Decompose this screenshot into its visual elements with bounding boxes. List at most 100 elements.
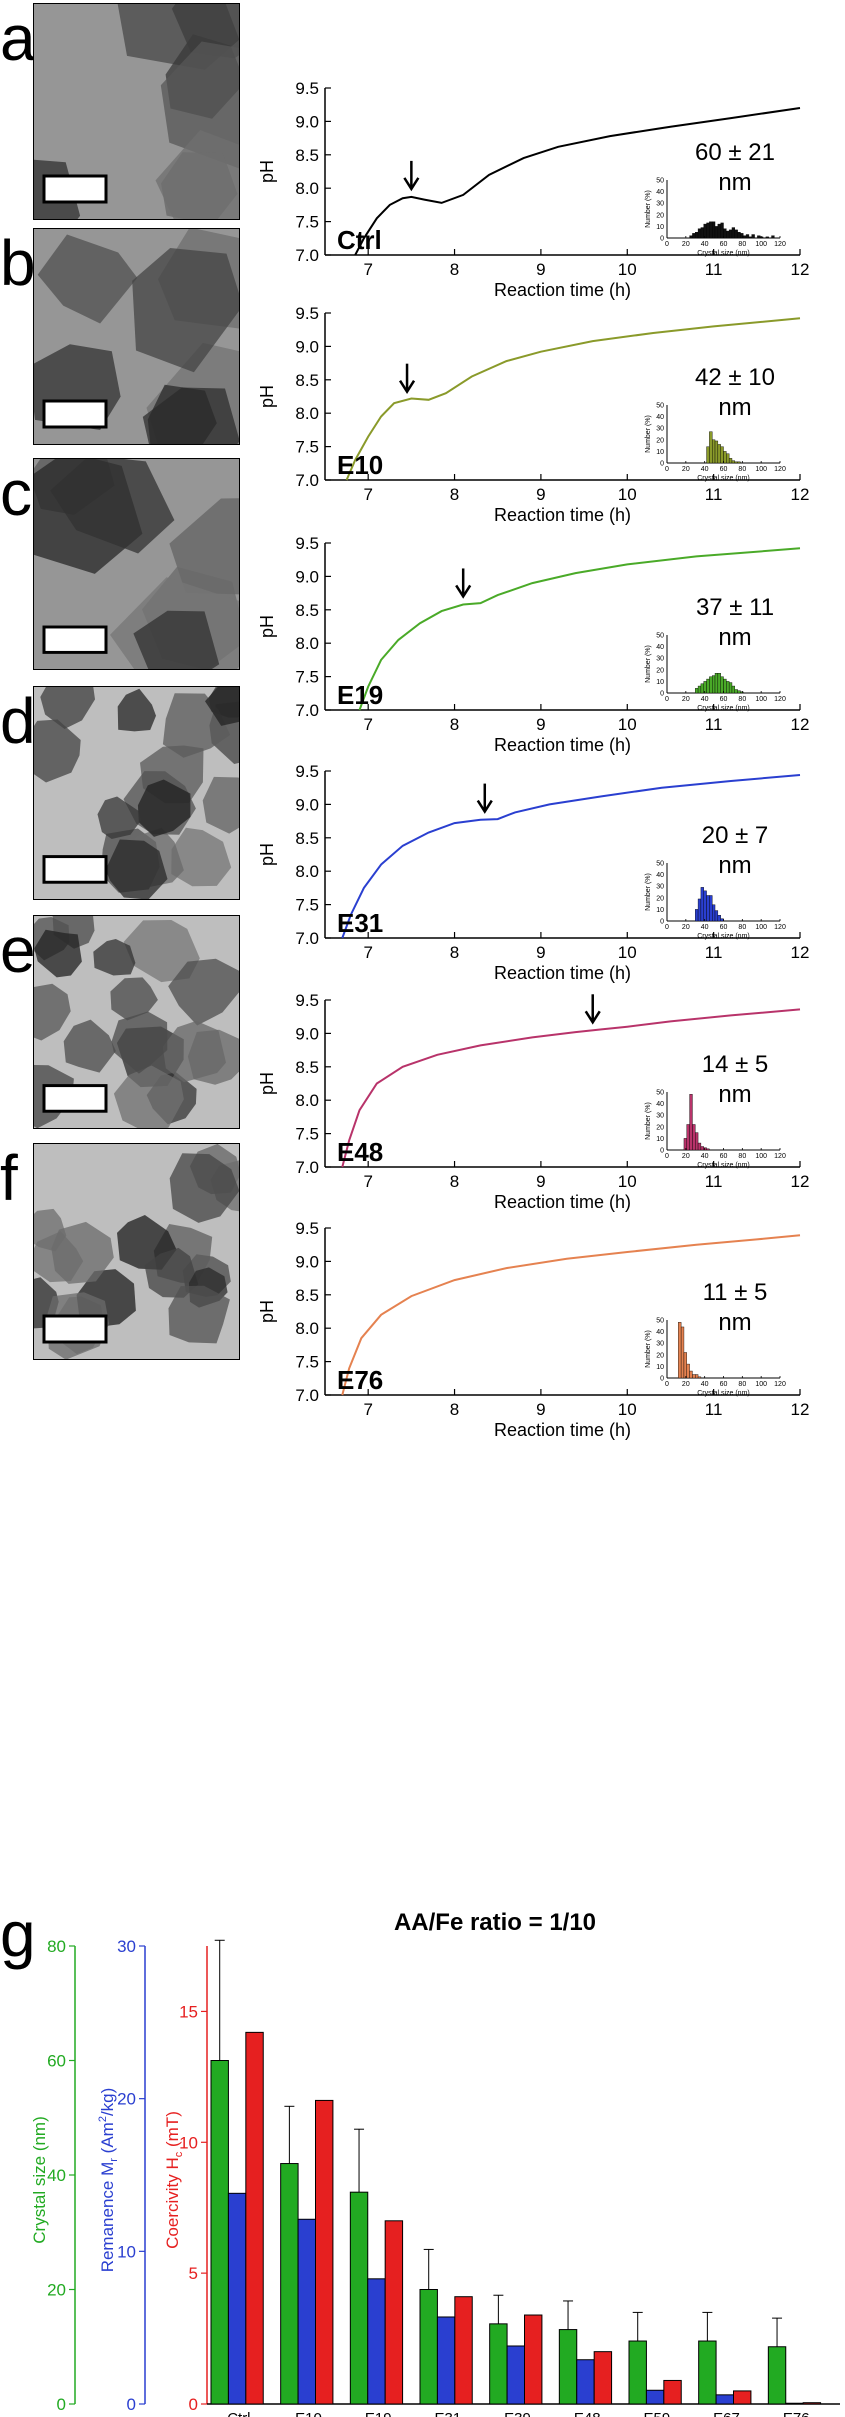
- inset-y-tick-label: 0: [660, 461, 664, 468]
- scale-bar: [42, 625, 108, 654]
- inset-x-tick-label: 80: [738, 1381, 746, 1388]
- tem-particle: [133, 610, 220, 669]
- y-tick-label: 9.0: [295, 795, 319, 814]
- arrow-head: [584, 1010, 601, 1025]
- size-value: 11 ± 5: [703, 1279, 768, 1306]
- sample-label: E19: [337, 680, 383, 710]
- inset-x-tick-label: 120: [774, 924, 786, 931]
- ph-curve: [345, 317, 801, 481]
- tem-particle: [132, 248, 239, 373]
- inset-x-title: Crystal size (nm): [697, 250, 750, 257]
- panel-letter: b: [0, 227, 36, 299]
- inset-x-tick-label: 0: [665, 466, 669, 473]
- x-tick-label: 12: [791, 1400, 810, 1419]
- tem-image: [34, 1144, 239, 1359]
- y-tick-label: 7.0: [295, 929, 319, 948]
- inset-x-tick-label: 20: [682, 924, 690, 931]
- tem-particle: [93, 938, 136, 976]
- bar: [227, 2192, 247, 2405]
- hist-bar: [689, 1094, 693, 1151]
- size-unit: nm: [718, 852, 751, 879]
- bar: [715, 2394, 734, 2405]
- inset-x-tick-label: 120: [774, 466, 786, 473]
- inset-y-tick-label: 40: [656, 1101, 664, 1108]
- title-part: (Am: [98, 2122, 117, 2158]
- y-axis-title: pH: [257, 615, 277, 638]
- tem-particle: [40, 687, 95, 730]
- tem-particle: [97, 796, 141, 840]
- inset-x-title: Crystal size (nm): [697, 475, 750, 482]
- inset-y-tick-label: 40: [656, 872, 664, 879]
- bar-chart-title: AA/Fe ratio = 1/10: [394, 1909, 596, 1936]
- tem-particle: [171, 827, 232, 887]
- tem-particle: [168, 958, 239, 1026]
- inset-y-tick-label: 40: [656, 644, 664, 651]
- inset-y-tick-label: 10: [656, 1364, 664, 1371]
- bar: [593, 2351, 613, 2405]
- inset-x-tick-label: 20: [682, 1153, 690, 1160]
- bar: [384, 2220, 404, 2405]
- inset-x-tick-label: 0: [665, 1381, 669, 1388]
- x-tick-label: 12: [791, 943, 810, 962]
- bar: [802, 2402, 822, 2405]
- bar: [558, 2329, 578, 2405]
- inset-y-tick-label: 30: [656, 1113, 664, 1120]
- inset-y-tick-label: 20: [656, 895, 664, 902]
- inset-x-tick-label: 100: [755, 696, 767, 703]
- x-axis-title: Reaction time (h): [494, 1192, 631, 1212]
- y-tick-label: 8.0: [295, 179, 319, 198]
- y-tick-label: 8.5: [295, 146, 319, 165]
- y-axis-title: pH: [257, 1072, 277, 1095]
- bar: [280, 2163, 299, 2405]
- bar-y-tick-label: 0: [57, 2395, 66, 2414]
- tem-particle: [110, 977, 158, 1021]
- y-axis-title: pH: [257, 160, 277, 183]
- bar-y-tick-label: 20: [47, 2281, 66, 2300]
- hist-bar: [717, 914, 721, 922]
- y-tick-label: 7.5: [295, 668, 319, 687]
- category-label: E59: [644, 2410, 671, 2417]
- size-unit: nm: [718, 394, 751, 421]
- inset-x-tick-label: 20: [682, 466, 690, 473]
- inset-y-tick-label: 20: [656, 667, 664, 674]
- tem-micrograph: [33, 458, 240, 670]
- title-part: Remanence M: [98, 2162, 117, 2273]
- ph-curve: [341, 1008, 801, 1168]
- bar: [785, 2402, 804, 2405]
- hist-bar: [692, 1374, 696, 1379]
- panel-letter: c: [0, 457, 32, 529]
- inset-y-tick-label: 30: [656, 884, 664, 891]
- ph-plot-svg: 7 8 9 10 11 12 7.0 7.5 8.0 8.5 9.0 9.5 Reaction time…: [257, 991, 809, 1212]
- title-part: Coercivity H: [163, 2157, 182, 2249]
- hist-bar: [740, 691, 744, 694]
- y-tick-label: 8.5: [295, 601, 319, 620]
- bar: [436, 2316, 456, 2405]
- bar: [524, 2314, 543, 2405]
- y-tick-label: 8.0: [295, 1319, 319, 1338]
- ph-curve: [341, 1234, 801, 1396]
- inset-x-tick-label: 20: [682, 1381, 690, 1388]
- inset-y-title: Number (%): [645, 415, 652, 453]
- inset-y-tick-label: 0: [660, 1148, 664, 1155]
- inset-y-tick-label: 40: [656, 1329, 664, 1336]
- y-tick-label: 9.0: [295, 1024, 319, 1043]
- title-part: (mT): [163, 2111, 182, 2152]
- tem-particle: [123, 920, 200, 983]
- y-tick-label: 9.5: [295, 534, 319, 553]
- bar-y-tick-label: 10: [117, 2242, 136, 2261]
- inset-y-tick-label: 30: [656, 1341, 664, 1348]
- inset-y-tick-label: 30: [656, 201, 664, 208]
- coercivity-axis-title: Coercivity Hc (mT): [163, 2111, 185, 2249]
- y-tick-label: 8.5: [295, 1058, 319, 1077]
- arrow-head: [455, 584, 472, 599]
- inset-y-tick-label: 20: [656, 212, 664, 219]
- bar: [315, 2099, 334, 2405]
- x-tick-label: 11: [705, 943, 723, 962]
- scale-bar: [42, 1084, 108, 1113]
- hist-bar: [737, 461, 741, 464]
- panel-letter: d: [0, 685, 36, 757]
- y-tick-label: 8.5: [295, 1286, 319, 1305]
- x-tick-label: 9: [536, 1400, 545, 1419]
- x-tick-label: 11: [705, 1400, 723, 1419]
- x-tick-label: 8: [450, 1400, 459, 1419]
